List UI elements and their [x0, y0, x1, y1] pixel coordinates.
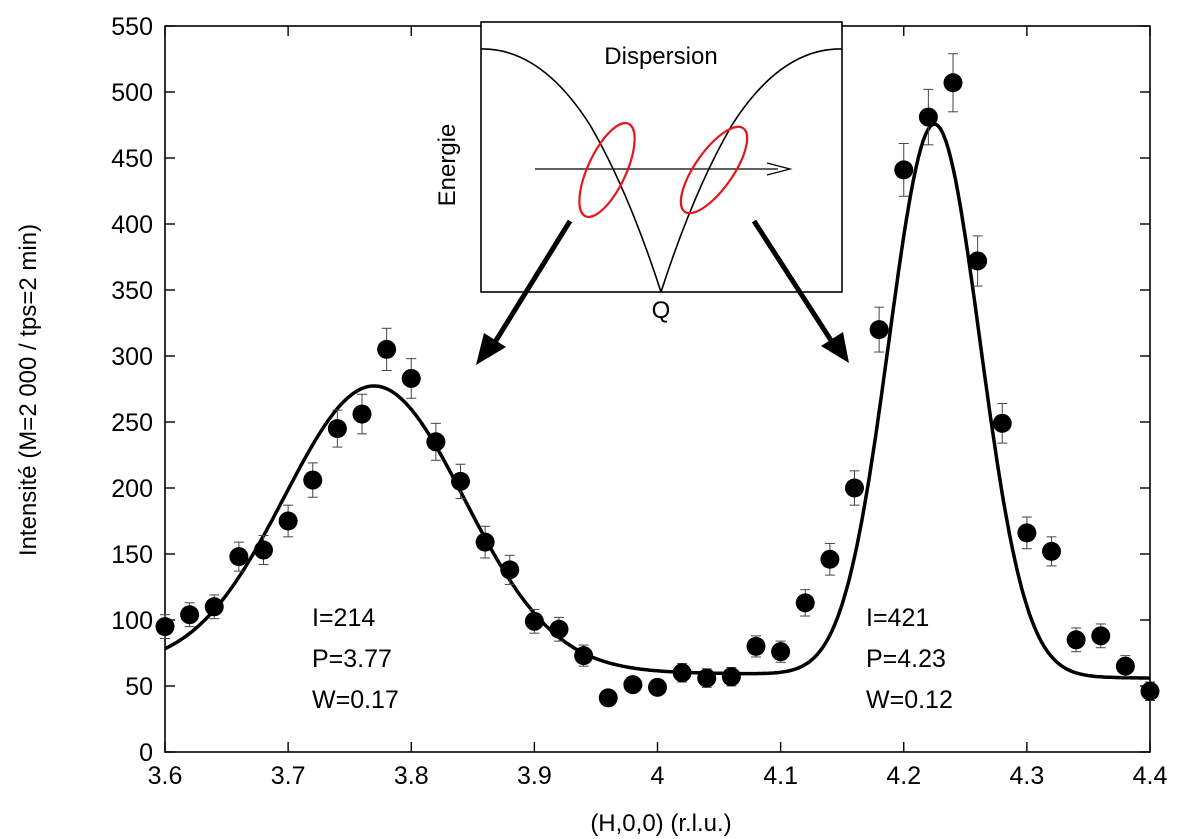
data-point — [155, 617, 175, 637]
y-tick-label: 150 — [111, 541, 153, 569]
data-point — [549, 619, 569, 639]
x-tick-label: 4.4 — [1133, 762, 1168, 790]
data-point — [524, 611, 544, 631]
x-axis-title: (H,0,0) (r.l.u.) — [590, 810, 731, 837]
inset-title: Dispersion — [604, 43, 717, 70]
data-point — [845, 478, 864, 498]
data-point — [968, 251, 988, 271]
data-point — [648, 677, 667, 697]
data-points — [155, 53, 1160, 708]
y-axis-title: Intensité (M=2 000 / tps=2 min) — [15, 224, 42, 556]
data-point — [869, 320, 889, 340]
data-point — [820, 549, 840, 569]
data-point — [795, 593, 815, 613]
data-point — [918, 107, 938, 127]
y-tick-label: 50 — [125, 673, 153, 701]
scan-direction-arrowhead — [766, 162, 793, 176]
data-point — [574, 646, 594, 666]
data-point — [746, 636, 766, 656]
data-point — [426, 432, 446, 452]
peak-right-width: W=0.12 — [866, 686, 953, 714]
peak-left-position: P=3.77 — [312, 645, 392, 673]
peak-right-position: P=4.23 — [866, 645, 946, 673]
x-tick-label: 4 — [651, 762, 665, 790]
y-tick-label: 400 — [111, 211, 153, 239]
data-point — [943, 73, 963, 93]
data-point — [598, 688, 618, 708]
peak-annotation-left: I=214 P=3.77 W=0.17 — [312, 604, 399, 714]
data-point — [401, 368, 421, 388]
data-point — [254, 540, 273, 560]
data-point — [180, 605, 200, 625]
inset-y-axis-title: Energie — [434, 124, 461, 207]
arrow-right-shaft — [751, 219, 837, 347]
data-point — [1091, 626, 1111, 646]
data-point — [623, 675, 643, 695]
callout-arrows — [476, 219, 849, 365]
peak-right-intensity: I=421 — [866, 604, 929, 632]
y-axis-ticks: 0 50 100 150 200 250 300 350 400 450 500 550 — [111, 13, 1150, 767]
x-tick-label: 3.8 — [394, 762, 429, 790]
peak-left-intensity: I=214 — [312, 604, 375, 632]
data-point — [1017, 523, 1037, 543]
dispersion-curve-left — [480, 48, 662, 293]
y-tick-label: 350 — [111, 277, 153, 305]
data-point — [1066, 630, 1086, 650]
data-point — [352, 404, 372, 424]
data-point — [721, 667, 741, 687]
y-tick-label: 100 — [111, 607, 153, 635]
data-point — [204, 597, 224, 617]
dispersion-curve-right — [660, 48, 843, 293]
data-point — [1115, 656, 1135, 676]
x-tick-label: 4.3 — [1009, 762, 1044, 790]
data-point — [697, 668, 717, 688]
resolution-ellipse-left — [578, 121, 636, 219]
data-point — [1140, 681, 1160, 701]
y-tick-label: 300 — [111, 343, 153, 371]
data-point — [992, 413, 1012, 433]
y-tick-label: 0 — [139, 739, 153, 767]
data-point — [475, 532, 495, 552]
y-tick-label: 200 — [111, 475, 153, 503]
y-tick-label: 250 — [111, 409, 153, 437]
data-point — [303, 470, 323, 490]
inset-x-axis-title: Q — [652, 297, 671, 324]
arrow-left-shaft — [489, 219, 573, 349]
data-point — [1042, 541, 1061, 561]
data-point — [278, 511, 298, 531]
data-point — [229, 547, 249, 567]
y-tick-label: 500 — [111, 79, 153, 107]
data-point — [327, 419, 347, 439]
arrow-left-head — [476, 333, 506, 365]
x-tick-label: 3.6 — [148, 762, 183, 790]
y-tick-label: 450 — [111, 145, 153, 173]
data-point — [894, 160, 914, 180]
dispersion-inset: Dispersion Energie Q — [434, 21, 843, 324]
resolution-ellipse-right — [679, 125, 749, 215]
data-point — [771, 642, 791, 662]
arrow-right-head — [821, 332, 849, 363]
data-point — [451, 471, 470, 491]
fit-curve — [164, 122, 1151, 680]
peak-left-width: W=0.17 — [312, 686, 399, 714]
data-point — [377, 339, 397, 359]
data-point — [672, 663, 692, 683]
x-tick-label: 4.1 — [763, 762, 798, 790]
peak-annotation-right: I=421 P=4.23 W=0.12 — [866, 604, 953, 714]
inset-frame — [480, 21, 843, 293]
x-tick-label: 3.7 — [271, 762, 306, 790]
x-tick-label: 3.9 — [517, 762, 552, 790]
x-tick-label: 4.2 — [886, 762, 921, 790]
data-point — [500, 560, 520, 580]
y-tick-label: 550 — [111, 13, 153, 41]
